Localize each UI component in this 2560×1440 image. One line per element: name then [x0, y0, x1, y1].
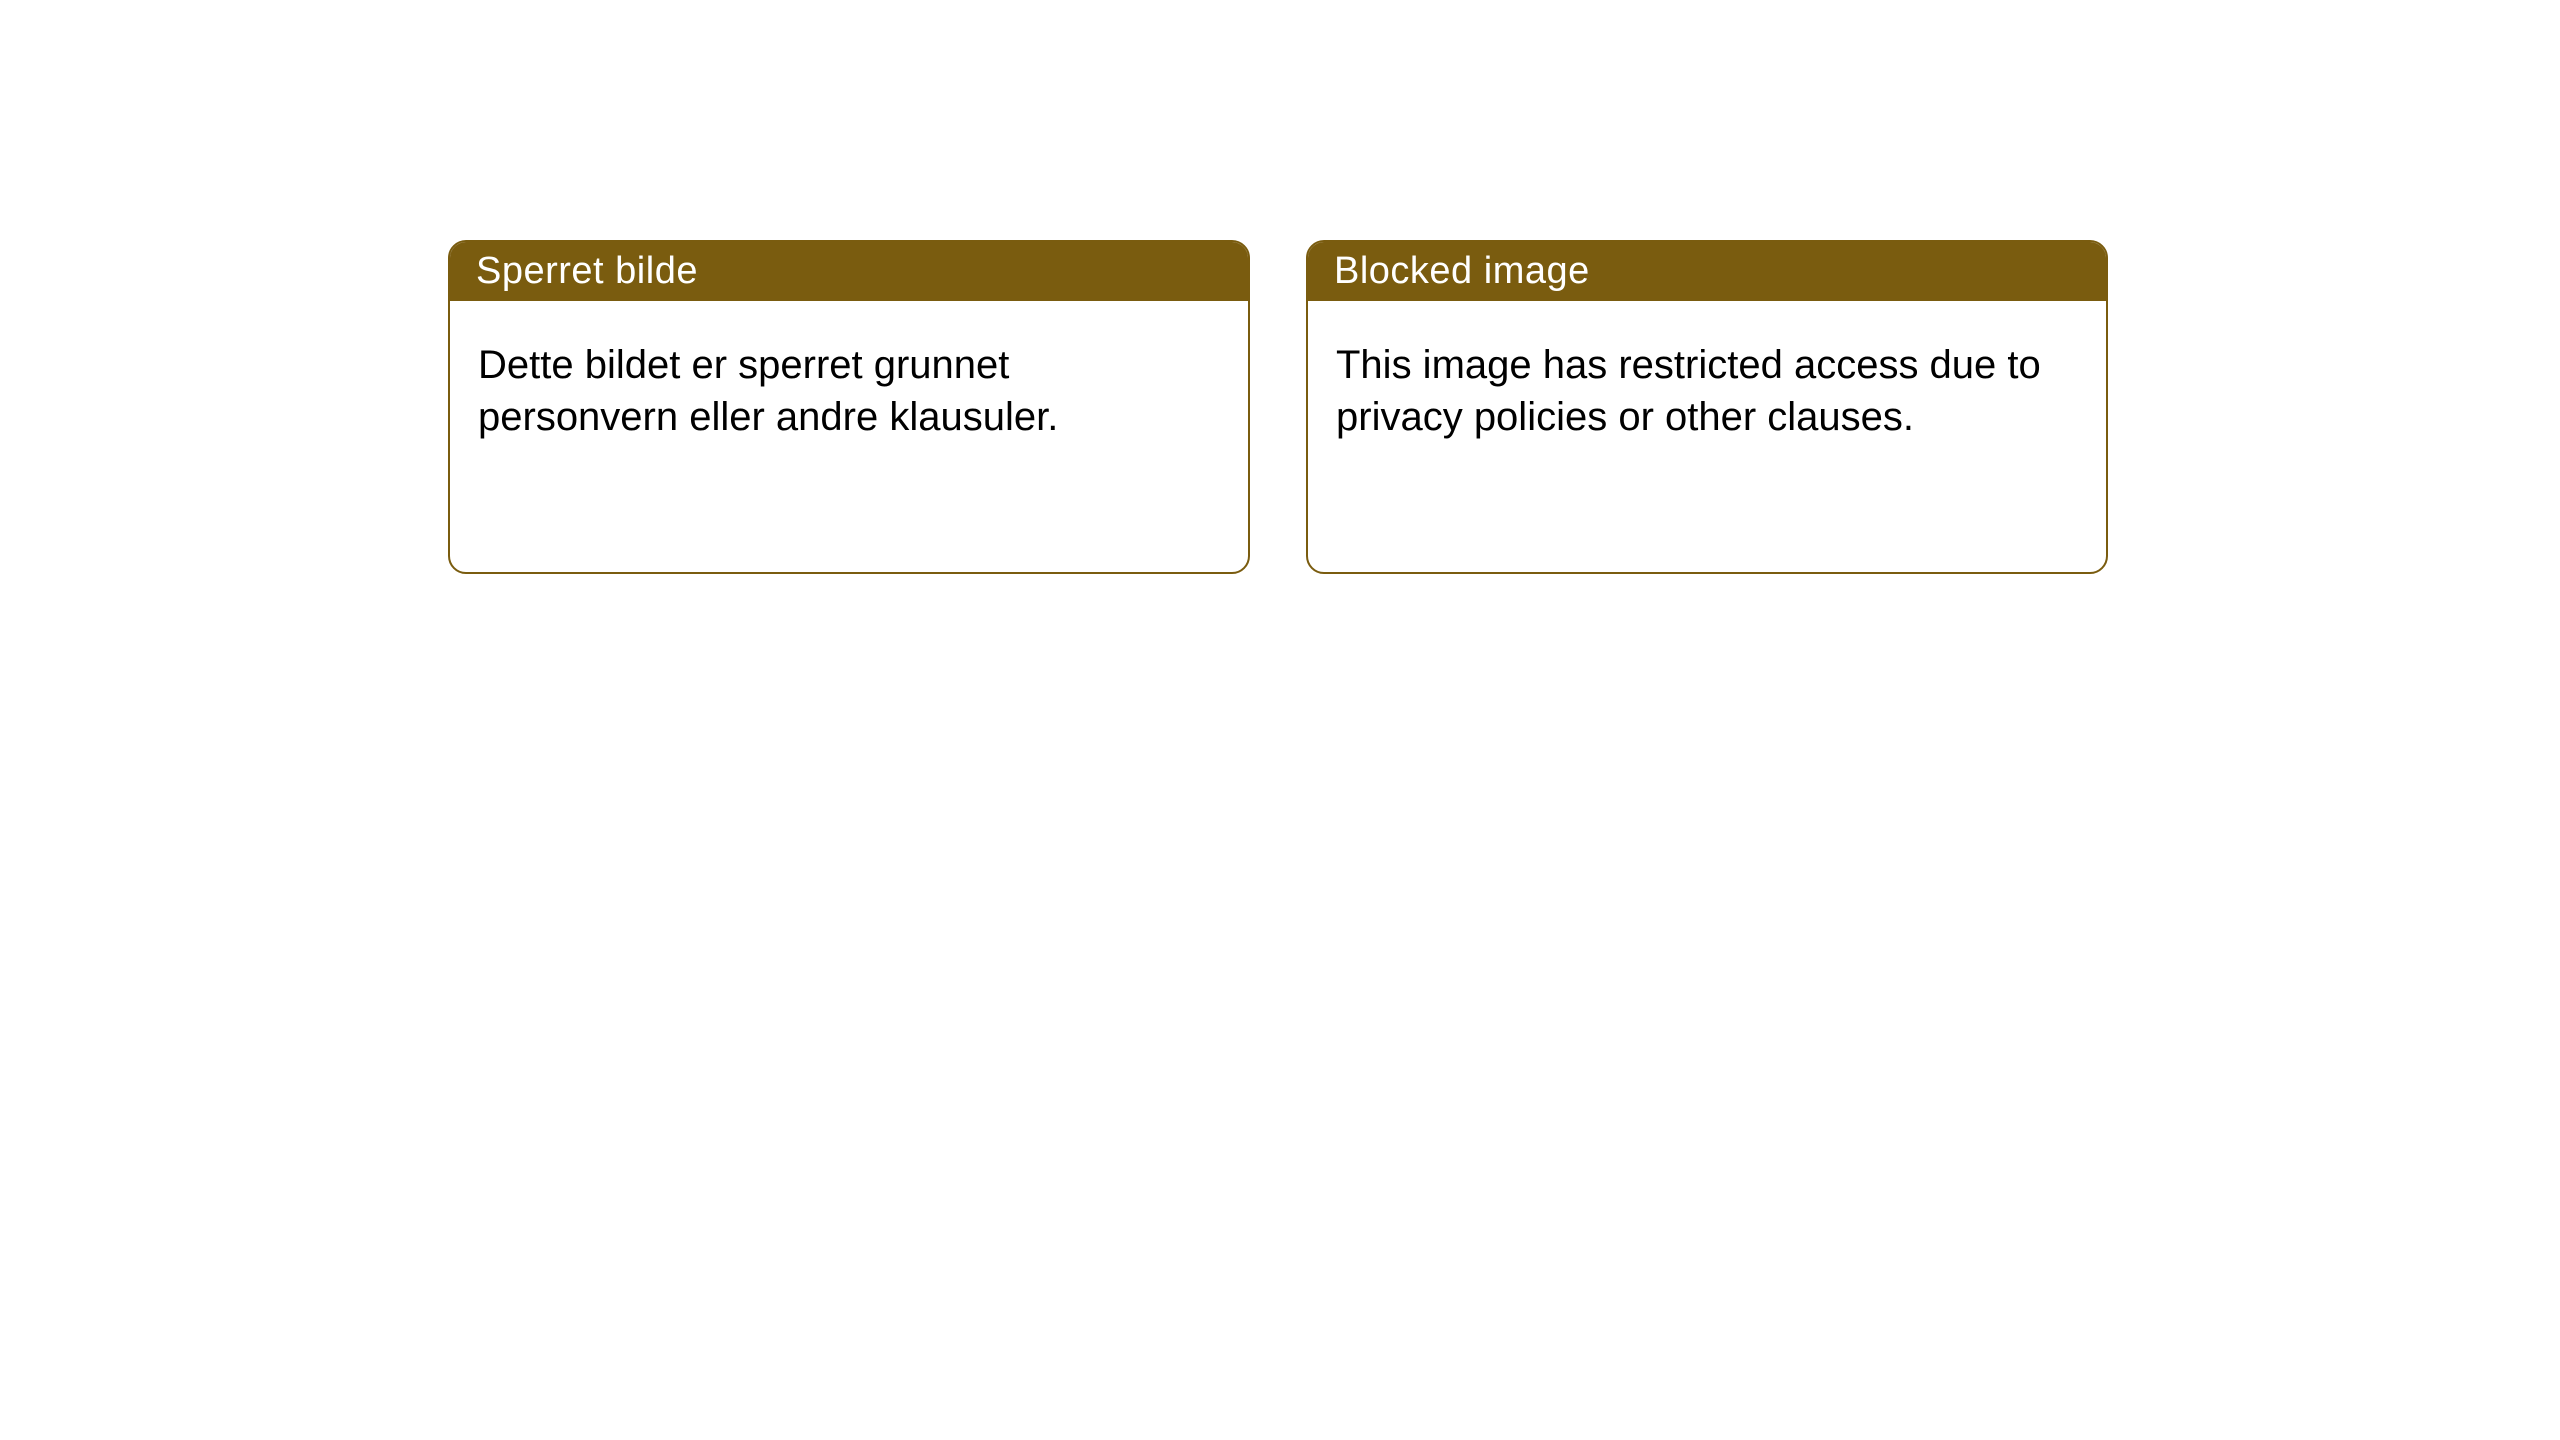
card-body-english: This image has restricted access due to … — [1308, 301, 2106, 481]
card-title-norwegian: Sperret bilde — [450, 242, 1248, 301]
card-body-norwegian: Dette bildet er sperret grunnet personve… — [450, 301, 1248, 481]
blocked-card-norwegian: Sperret bilde Dette bildet er sperret gr… — [448, 240, 1250, 574]
card-title-english: Blocked image — [1308, 242, 2106, 301]
blocked-image-notices: Sperret bilde Dette bildet er sperret gr… — [448, 240, 2108, 574]
blocked-card-english: Blocked image This image has restricted … — [1306, 240, 2108, 574]
